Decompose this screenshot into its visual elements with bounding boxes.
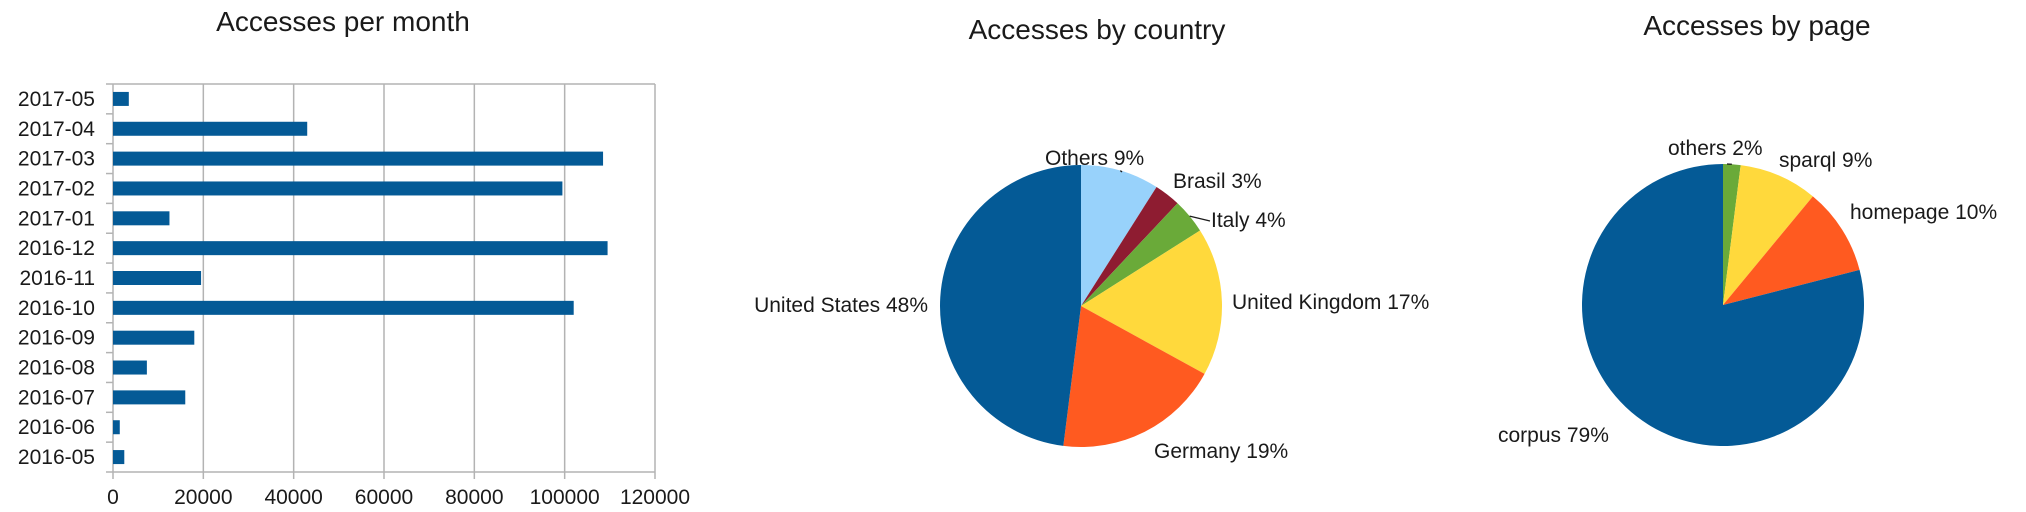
pie-slice <box>1081 230 1222 374</box>
x-tick-label: 0 <box>107 486 119 509</box>
bar <box>113 241 608 256</box>
bar <box>113 450 125 465</box>
pie-slice <box>1081 186 1178 306</box>
category-label: 2016-09 <box>18 327 95 350</box>
bar <box>113 420 120 435</box>
category-label: 2017-03 <box>18 148 95 171</box>
bar <box>113 390 186 405</box>
bar <box>113 360 147 375</box>
x-tick-label: 60000 <box>355 486 413 509</box>
category-label: 2016-07 <box>18 386 95 409</box>
slice-label: Others 9% <box>1045 147 1144 170</box>
pie-slice <box>1081 165 1157 306</box>
category-label: 2016-05 <box>18 446 95 469</box>
bar <box>113 300 574 315</box>
x-tick-label: 120000 <box>620 486 690 509</box>
slice-label: United Kingdom 17% <box>1232 291 1429 314</box>
pie-country-slices <box>939 165 1222 447</box>
pie-slice <box>1063 306 1205 447</box>
slice-label: sparql 9% <box>1779 149 1872 172</box>
bar-chart-value-ticks: 0 20000 40000 60000 80000 100000 120000 <box>107 486 690 509</box>
slice-label: Italy 4% <box>1211 209 1286 232</box>
pie-country-labels: Others 9% Brasil 3% Italy 4% United Kingdom… <box>754 147 1429 463</box>
x-tick-label: 40000 <box>264 486 322 509</box>
category-label: 2017-02 <box>18 177 95 200</box>
bar <box>113 121 308 136</box>
bar <box>113 91 129 106</box>
leader-line <box>1119 170 1123 173</box>
category-label: 2016-11 <box>19 267 95 290</box>
slice-label: Germany 19% <box>1154 440 1288 463</box>
pie-page-title: Accesses by page <box>1643 10 1870 41</box>
pie-country-leader-lines <box>1119 170 1211 222</box>
slice-label: others 2% <box>1668 137 1763 160</box>
pie-slice <box>939 165 1081 446</box>
pie-chart-accesses-by-country: Accesses by country Others 9% Brasil 3% It… <box>754 14 1429 463</box>
bar <box>113 211 170 226</box>
bar-chart-grid <box>106 83 656 479</box>
bar <box>113 330 195 345</box>
x-tick-label: 80000 <box>445 486 503 509</box>
bar-chart-title: Accesses per month <box>216 6 470 37</box>
slice-label: United States 48% <box>754 294 928 317</box>
category-label: 2017-05 <box>18 88 95 111</box>
slice-label: homepage 10% <box>1850 201 1997 224</box>
pie-slice <box>1581 164 1864 446</box>
pie-chart-accesses-by-page: Accesses by page others 2% sparql 9% homep… <box>1498 10 1997 447</box>
bar-chart-category-labels: 2017-05 2017-04 2017-03 2017-02 2017-01 2016-… <box>18 88 95 469</box>
bar <box>113 181 563 196</box>
bar-chart-accesses-per-month: Accesses per month 2017-05 2017-04 2017-03… <box>18 6 690 509</box>
category-label: 2016-10 <box>18 297 95 320</box>
category-label: 2016-12 <box>18 237 95 260</box>
bar <box>113 271 202 285</box>
slice-label: Brasil 3% <box>1173 170 1262 193</box>
category-label: 2017-01 <box>18 207 95 230</box>
category-label: 2016-08 <box>18 357 95 380</box>
pie-slice <box>1723 165 1813 305</box>
pie-slice <box>1723 196 1860 305</box>
x-tick-label: 20000 <box>174 486 232 509</box>
pie-page-labels: others 2% sparql 9% homepage 10% corpus 79% <box>1498 137 1997 447</box>
x-tick-label: 100000 <box>530 486 600 509</box>
pie-slice <box>1723 164 1741 305</box>
category-label: 2016-06 <box>18 416 95 439</box>
pie-slice <box>1081 203 1201 306</box>
bar-chart-bars <box>113 91 608 465</box>
pie-page-slices <box>1581 164 1864 446</box>
category-label: 2017-04 <box>18 118 95 141</box>
leader-line <box>1189 215 1211 222</box>
slice-label: corpus 79% <box>1498 424 1609 447</box>
pie-country-title: Accesses by country <box>969 14 1226 45</box>
bar <box>113 151 604 166</box>
